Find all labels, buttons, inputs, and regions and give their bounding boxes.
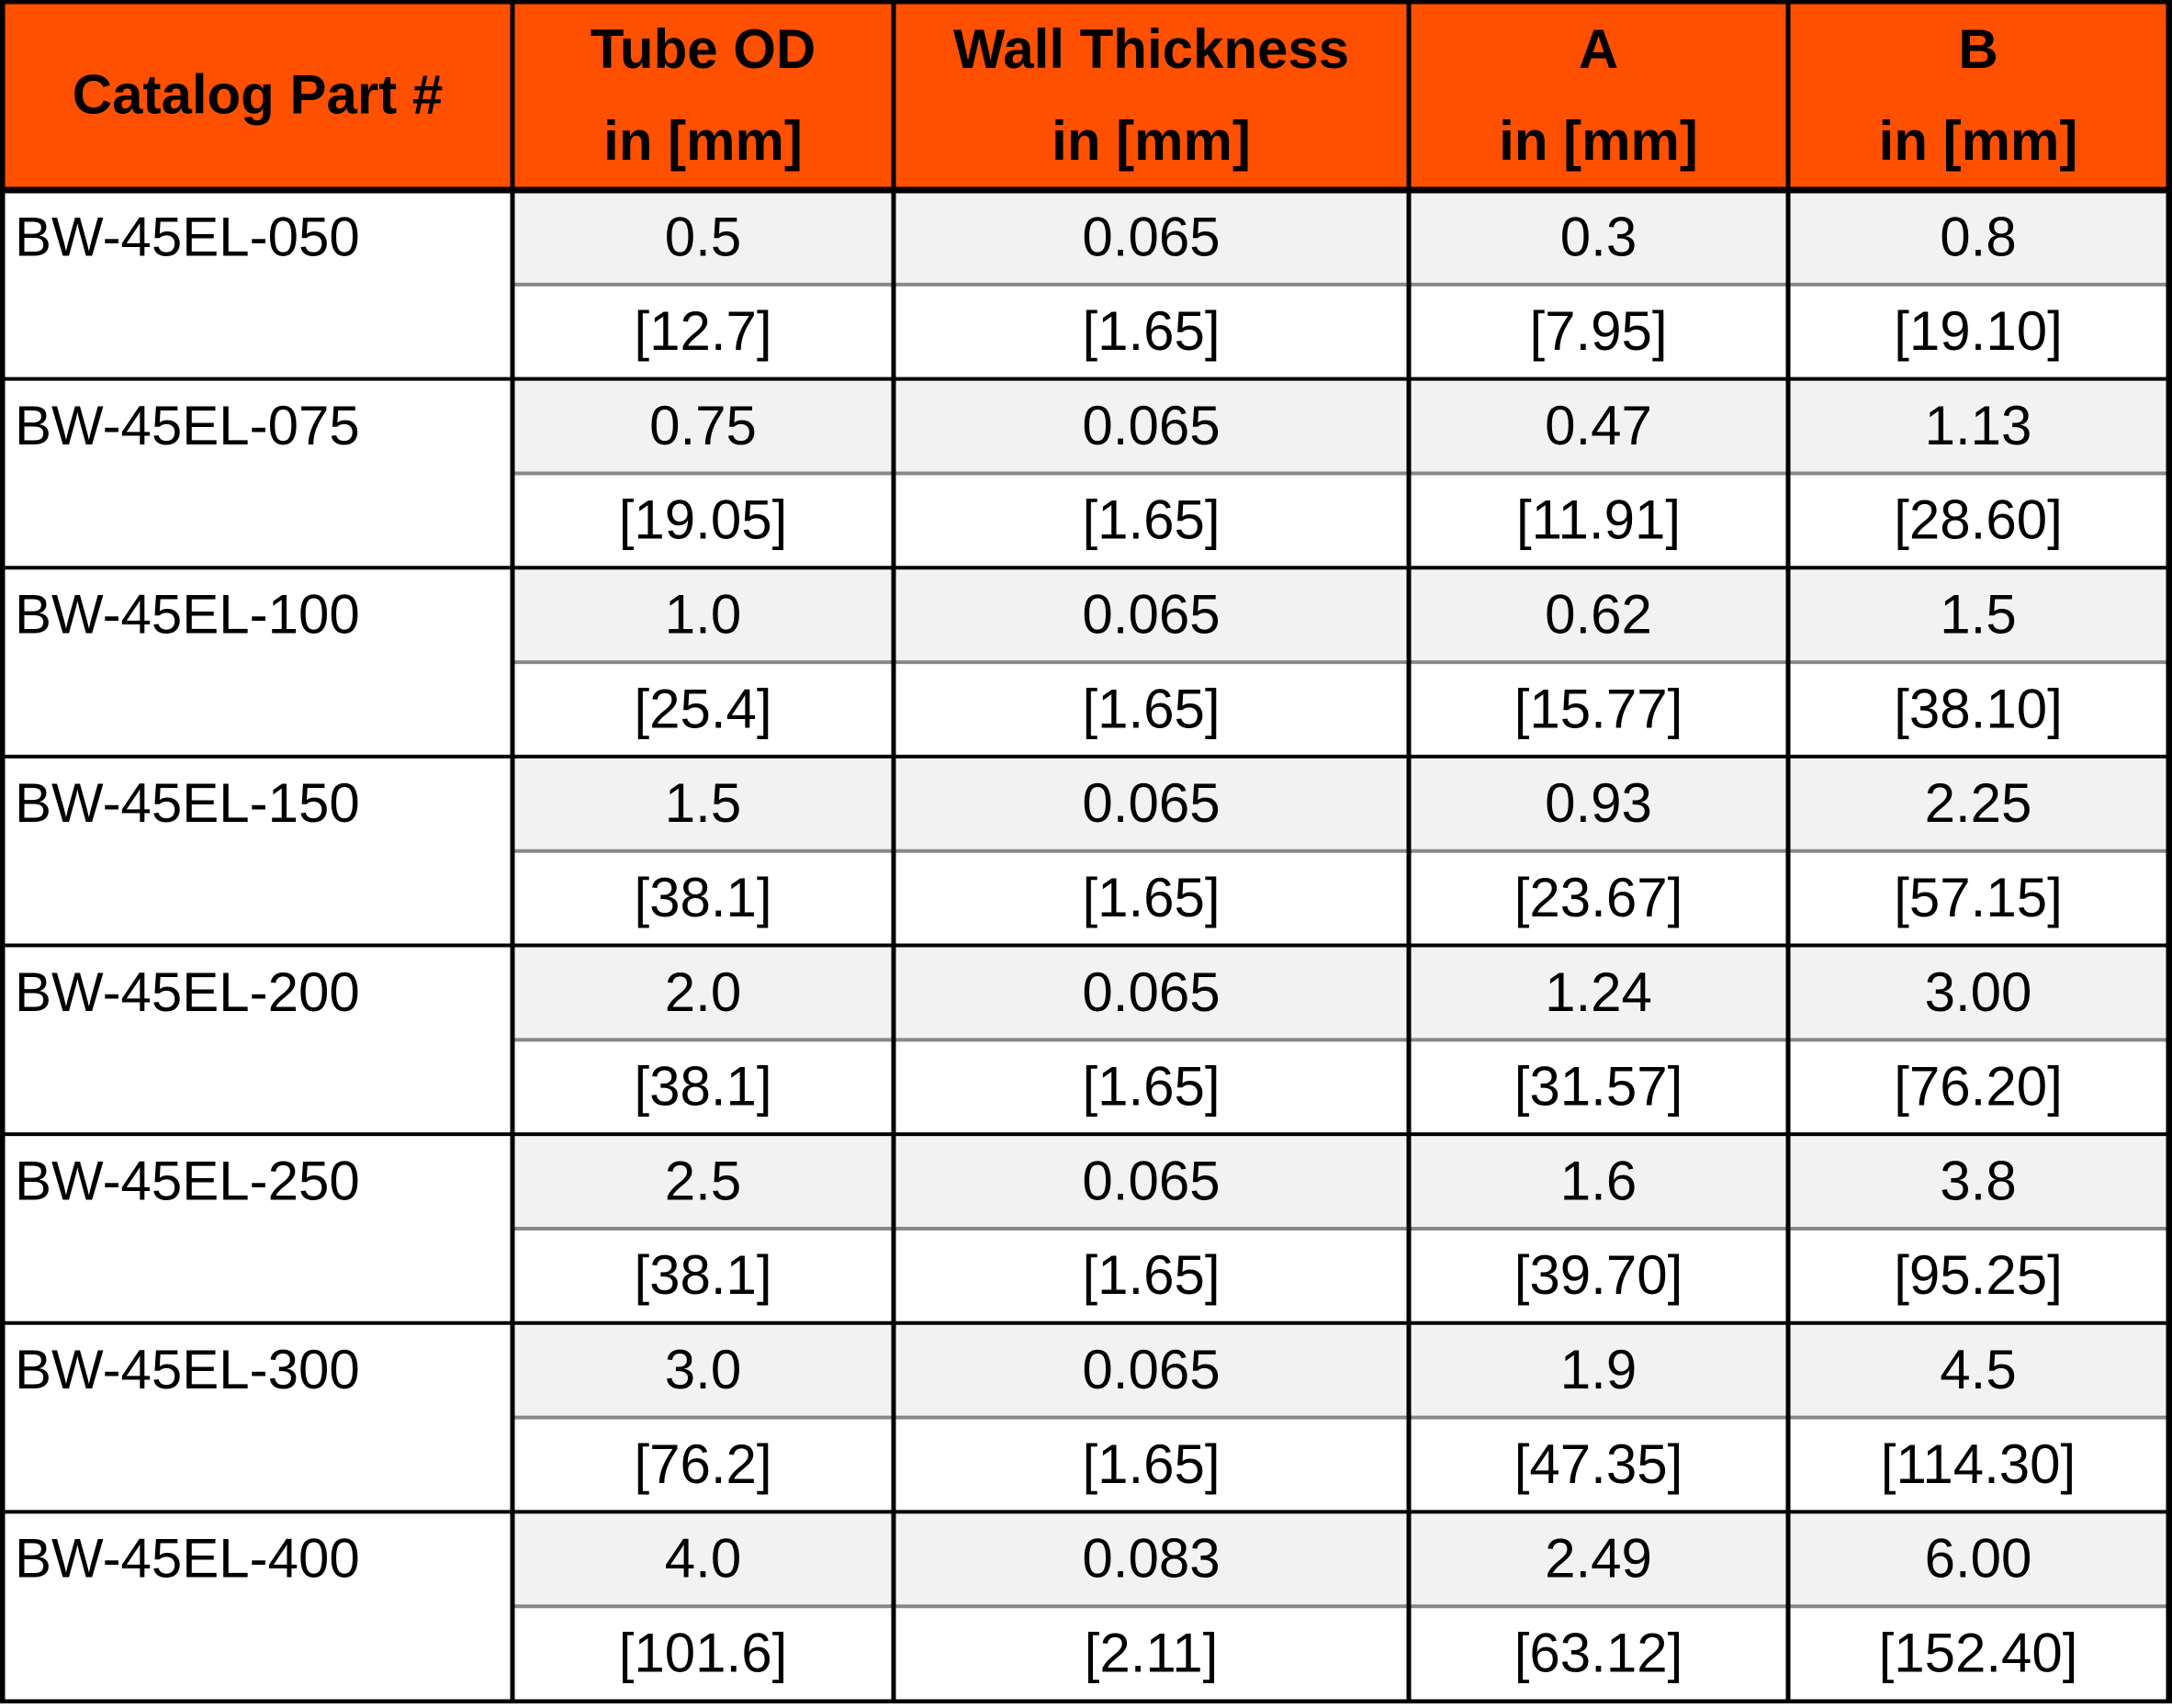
inch-row-bg <box>512 945 2168 1040</box>
mm-value: [19.05] <box>619 489 788 551</box>
part-number: BW-45EL-075 <box>15 395 360 456</box>
mm-value: [1.65] <box>1082 300 1220 362</box>
mm-value: [1.65] <box>1082 1244 1220 1306</box>
mm-value: [12.7] <box>634 300 771 362</box>
inch-value: 3.00 <box>1925 961 2032 1023</box>
inch-value: 2.25 <box>1925 772 2032 834</box>
inch-value: 1.9 <box>1560 1339 1637 1400</box>
header-cell: B <box>1958 18 1998 80</box>
mm-value: [1.65] <box>1082 867 1220 928</box>
inch-value: 0.8 <box>1940 206 2016 267</box>
inch-value: 1.6 <box>1560 1150 1637 1211</box>
header-cell: in [mm] <box>1499 110 1698 172</box>
part-number: BW-45EL-150 <box>15 772 360 834</box>
mm-value: [39.70] <box>1514 1244 1683 1306</box>
part-number: BW-45EL-300 <box>15 1339 360 1400</box>
inch-value: 0.62 <box>1545 584 1652 646</box>
mm-value: [38.10] <box>1894 678 2063 739</box>
inch-value: 2.49 <box>1545 1528 1652 1590</box>
inch-row-bg <box>512 567 2168 663</box>
inch-value: 0.47 <box>1545 395 1652 456</box>
mm-value: [76.2] <box>634 1433 771 1495</box>
mm-value: [38.1] <box>634 1056 771 1118</box>
inch-value: 0.065 <box>1082 584 1220 646</box>
mm-value: [152.40] <box>1879 1622 2078 1683</box>
header-cell: Wall Thickness <box>953 18 1349 80</box>
mm-value: [31.57] <box>1514 1056 1683 1118</box>
mm-value: [38.1] <box>634 1244 771 1306</box>
inch-value: 1.24 <box>1545 961 1652 1023</box>
inch-value: 1.5 <box>665 772 741 834</box>
part-number: BW-45EL-200 <box>15 961 360 1023</box>
mm-value: [25.4] <box>634 678 771 739</box>
inch-value: 0.5 <box>665 206 741 267</box>
inch-value: 0.065 <box>1082 1150 1220 1211</box>
inch-row-bg <box>512 190 2168 285</box>
inch-value: 4.5 <box>1940 1339 2016 1400</box>
header-bg <box>0 0 2172 190</box>
inch-value: 1.13 <box>1925 395 2032 456</box>
inch-value: 0.75 <box>649 395 757 456</box>
mm-value: [1.65] <box>1082 1433 1220 1495</box>
mm-value: [7.95] <box>1529 300 1667 362</box>
mm-value: [1.65] <box>1082 489 1220 551</box>
inch-row-bg <box>512 378 2168 474</box>
part-number: BW-45EL-050 <box>15 206 360 267</box>
inch-value: 1.0 <box>665 584 741 646</box>
inch-row-bg <box>512 1322 2168 1418</box>
part-number: BW-45EL-250 <box>15 1150 360 1211</box>
mm-value: [95.25] <box>1894 1244 2063 1306</box>
inch-value: 2.5 <box>665 1150 741 1211</box>
mm-value: [38.1] <box>634 867 771 928</box>
mm-value: [11.91] <box>1516 489 1681 551</box>
inch-row-bg <box>512 1134 2168 1229</box>
mm-value: [1.65] <box>1082 1056 1220 1118</box>
inch-value: 4.0 <box>665 1528 741 1590</box>
mm-value: [15.77] <box>1514 678 1683 739</box>
inch-value: 2.0 <box>665 961 741 1023</box>
mm-value: [63.12] <box>1514 1622 1683 1683</box>
mm-value: [47.35] <box>1514 1433 1683 1495</box>
inch-value: 0.083 <box>1082 1528 1220 1590</box>
header-cell: Catalog Part # <box>73 63 443 125</box>
mm-value: [23.67] <box>1514 867 1683 928</box>
inch-row-bg <box>512 756 2168 851</box>
inch-value: 1.5 <box>1940 584 2016 646</box>
inch-value: 3.0 <box>665 1339 741 1400</box>
inch-row-bg <box>512 1511 2168 1607</box>
header-cell: in [mm] <box>603 110 803 172</box>
mm-value: [28.60] <box>1894 489 2063 551</box>
mm-value: [114.30] <box>1881 1433 2076 1495</box>
mm-value: [76.20] <box>1894 1056 2063 1118</box>
inch-value: 0.065 <box>1082 395 1220 456</box>
inch-value: 0.065 <box>1082 1339 1220 1400</box>
mm-value: [19.10] <box>1894 300 2063 362</box>
inch-value: 3.8 <box>1940 1150 2016 1211</box>
header-cell: Tube OD <box>591 18 816 80</box>
mm-value: [1.65] <box>1082 678 1220 739</box>
header-cell: A <box>1579 18 1618 80</box>
part-number: BW-45EL-400 <box>15 1528 360 1590</box>
header-cell: in [mm] <box>1052 110 1251 172</box>
inch-value: 0.3 <box>1560 206 1637 267</box>
inch-value: 0.93 <box>1545 772 1652 834</box>
mm-value: [2.11] <box>1085 1622 1219 1683</box>
mm-value: [101.6] <box>619 1622 788 1683</box>
inch-value: 6.00 <box>1925 1528 2032 1590</box>
inch-value: 0.065 <box>1082 961 1220 1023</box>
inch-value: 0.065 <box>1082 772 1220 834</box>
header-cell: in [mm] <box>1879 110 2078 172</box>
inch-value: 0.065 <box>1082 206 1220 267</box>
part-number: BW-45EL-100 <box>15 584 360 646</box>
mm-value: [57.15] <box>1894 867 2063 928</box>
